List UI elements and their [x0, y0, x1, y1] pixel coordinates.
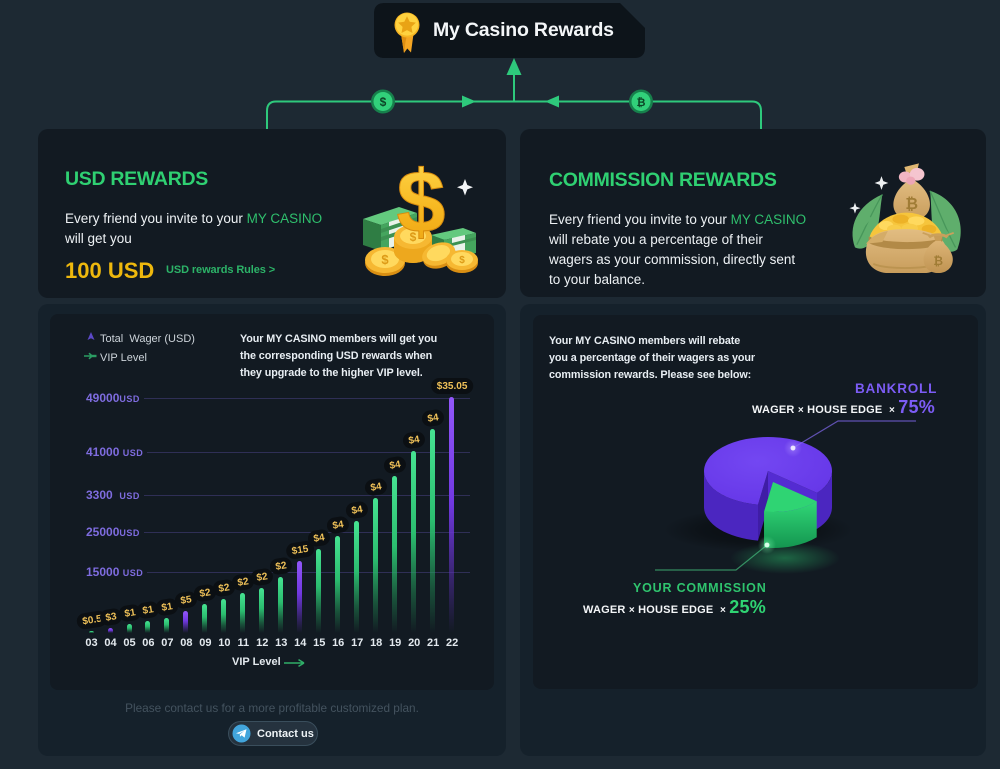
svg-text:$: $	[410, 230, 417, 244]
svg-text:₿: ₿	[637, 97, 646, 109]
svg-text:$: $	[459, 255, 465, 266]
svg-text:$: $	[380, 95, 387, 109]
svg-text:$: $	[397, 159, 446, 251]
svg-text:$: $	[381, 252, 389, 267]
svg-text:₿: ₿	[905, 196, 918, 213]
svg-text:₿: ₿	[933, 254, 943, 268]
